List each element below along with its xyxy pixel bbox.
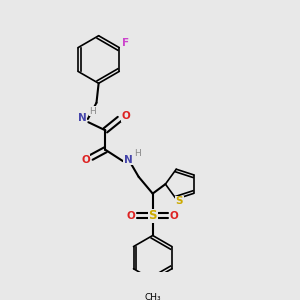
Text: S: S	[148, 209, 157, 222]
Text: N: N	[124, 155, 133, 165]
Text: O: O	[127, 211, 136, 221]
Text: CH₃: CH₃	[144, 293, 161, 300]
Text: S: S	[176, 196, 183, 206]
Text: O: O	[170, 211, 179, 221]
Text: O: O	[121, 111, 130, 121]
Text: H: H	[134, 149, 141, 158]
Text: N: N	[78, 112, 87, 123]
Text: H: H	[89, 107, 96, 116]
Text: F: F	[122, 38, 129, 48]
Text: O: O	[81, 154, 90, 164]
